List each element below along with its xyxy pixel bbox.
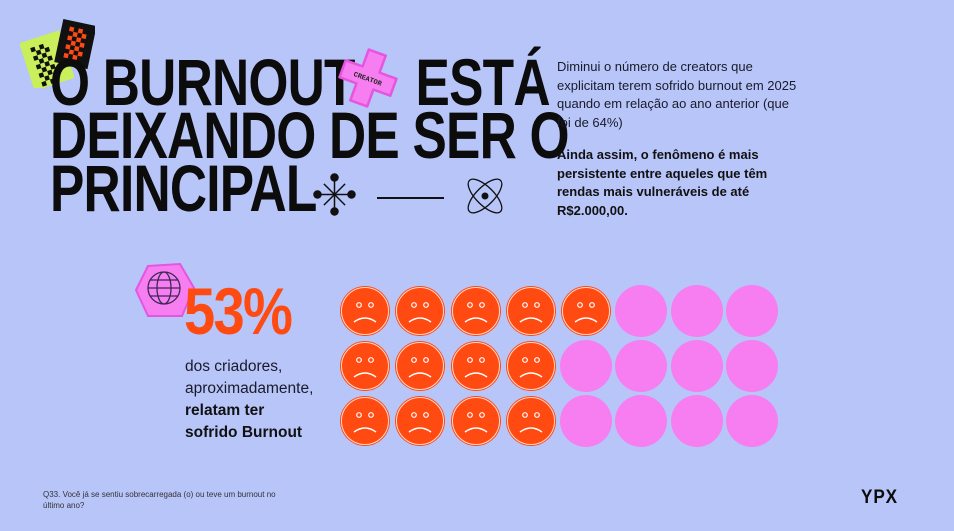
headline: O BURNOUT ESTÁ DEIXANDO DE SER O PRINCIPA… xyxy=(50,45,570,225)
empty-circle xyxy=(560,340,613,392)
sad-face-icon xyxy=(505,285,557,337)
sad-face-icon xyxy=(339,340,391,392)
intro-paragraph: Diminui o número de creators que explici… xyxy=(557,59,797,130)
headline-line-1: O BURNOUT ESTÁ xyxy=(50,45,551,119)
sad-face-icon xyxy=(560,285,612,337)
intro-text: Diminui o número de creators que explici… xyxy=(557,58,797,234)
sad-face-icon xyxy=(339,285,391,337)
sad-face-icon xyxy=(450,285,502,337)
globe-sticker-icon xyxy=(134,262,196,317)
checker-cards-sticker xyxy=(19,18,97,93)
divider-line xyxy=(377,197,444,199)
sad-face-icon xyxy=(394,395,446,447)
survey-question: Q33. Você já se sentiu sobrecarregada (o… xyxy=(43,490,276,510)
empty-circle xyxy=(670,340,723,392)
sad-face-icon xyxy=(394,340,446,392)
headline-line-2: DEIXANDO DE SER O xyxy=(50,98,570,172)
sad-face-icon xyxy=(450,395,502,447)
empty-circle xyxy=(726,395,779,447)
empty-circle xyxy=(615,285,668,337)
sad-face-icon xyxy=(505,395,557,447)
intro-highlight: Ainda assim, o fenômeno é mais persisten… xyxy=(557,147,768,218)
sad-face-icon xyxy=(339,395,391,447)
stat-description: dos criadores, aproximadamente, relatam … xyxy=(185,358,314,441)
empty-circle xyxy=(726,340,779,392)
ypx-logo: YPX xyxy=(861,487,898,508)
empty-circle xyxy=(615,395,668,447)
empty-circle xyxy=(560,395,613,447)
headline-line-3: PRINCIPAL xyxy=(50,151,317,225)
stat-value: 53% xyxy=(184,274,293,348)
sad-face-icon xyxy=(394,285,446,337)
creator-cross-sticker: CREATOR xyxy=(338,48,398,113)
empty-circle xyxy=(726,285,779,337)
atom-icon xyxy=(467,178,503,214)
empty-circle xyxy=(615,340,668,392)
sad-face-icon xyxy=(505,340,557,392)
empty-circle xyxy=(670,285,723,337)
asterisk-flower-icon xyxy=(313,173,356,216)
pictogram-grid xyxy=(339,285,779,447)
sad-face-icon xyxy=(450,340,502,392)
empty-circle xyxy=(670,395,723,447)
